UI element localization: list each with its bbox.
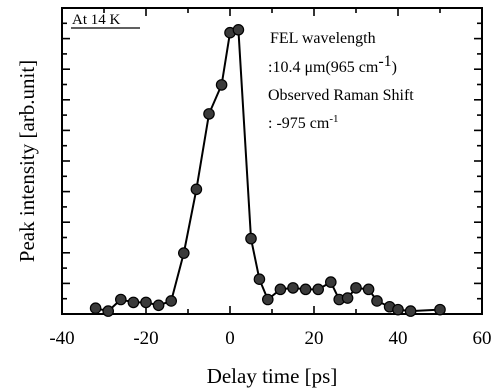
data-point	[127, 296, 140, 309]
x-tick-labels: -40 -20 0 20 40 60	[49, 328, 491, 349]
data-point	[274, 283, 287, 296]
data-point	[140, 296, 152, 309]
y-axis-ticks	[62, 7, 482, 315]
data-point	[324, 276, 337, 288]
x-tick-label: 40	[389, 328, 408, 349]
y-axis-label: Peak intensity [arb.unit]	[15, 60, 39, 262]
data-point	[362, 283, 375, 296]
data-point	[392, 303, 404, 316]
x-tick-label: 20	[305, 328, 324, 349]
data-point	[371, 295, 383, 307]
data-point	[165, 295, 177, 307]
data-point	[190, 183, 203, 196]
x-axis-label: Delay time [ps]	[207, 364, 338, 388]
data-point	[203, 108, 215, 120]
annotation-raman-shift: : -975 cm	[268, 115, 330, 132]
annotation-line-3: Observed Raman Shift	[268, 87, 414, 104]
x-tick-label: -40	[49, 328, 74, 349]
data-point	[312, 283, 324, 296]
data-point	[299, 283, 312, 296]
annotation-wavelength-close: )	[392, 59, 397, 76]
annotation-line-2: :10.4 μm(965 cm-1)	[268, 53, 397, 76]
data-point	[261, 293, 274, 306]
x-tick-label: 60	[473, 328, 492, 349]
data-point	[341, 292, 354, 304]
x-tick-label: -20	[133, 328, 158, 349]
plot-frame	[61, 7, 483, 315]
annotation-line-1: FEL wavelength	[270, 30, 376, 47]
data-point	[350, 282, 362, 294]
data-point	[253, 273, 266, 285]
data-point	[232, 23, 245, 36]
x-tick-label: 0	[225, 328, 235, 349]
data-point	[287, 282, 299, 294]
data-point	[215, 79, 228, 91]
annotation-line-4: : -975 cm-1	[268, 113, 339, 132]
data-point	[434, 303, 446, 316]
data-point	[115, 293, 127, 306]
data-point	[245, 232, 257, 245]
x-axis-ticks	[61, 8, 483, 314]
data-point	[102, 305, 114, 317]
data-point	[178, 247, 190, 259]
data-point	[89, 302, 102, 314]
data-point	[152, 299, 165, 312]
temperature-tag: At 14 K	[72, 12, 121, 28]
annotation-wavelength: :10.4 μm(965 cm	[268, 59, 379, 76]
data-point	[404, 305, 417, 317]
annotation-raman-sup: -1	[329, 113, 338, 125]
series-points	[89, 23, 446, 317]
annotation-wavelength-sup: -1	[378, 53, 391, 70]
